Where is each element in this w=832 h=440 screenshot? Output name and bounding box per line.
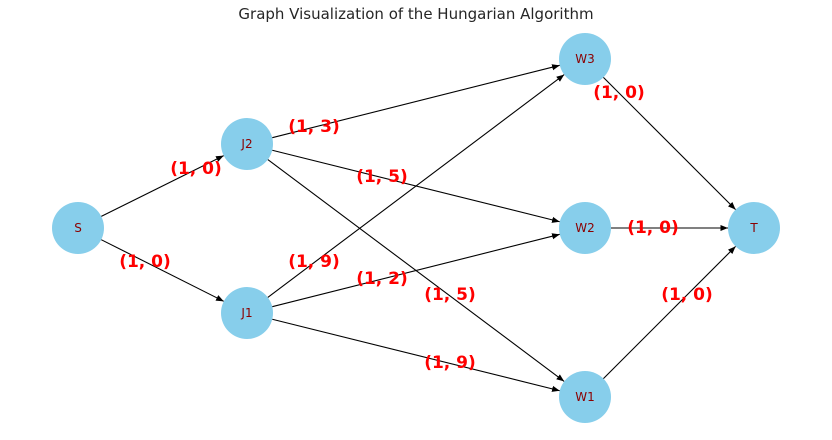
node-circle — [221, 287, 273, 339]
node-w1: W1 — [559, 371, 611, 423]
edge-label-w2-t: (1, 0) — [627, 218, 679, 238]
edge-label-s-j1: (1, 0) — [119, 252, 171, 272]
edge-w3-t — [602, 76, 737, 211]
node-circle — [52, 202, 104, 254]
node-label: J2 — [240, 137, 252, 151]
edge-w1-t — [602, 245, 737, 380]
node-circle — [221, 118, 273, 170]
edge-label-j1-w1: (1, 9) — [424, 353, 476, 373]
edge-s-j1 — [100, 239, 225, 302]
edge-j1-w1 — [272, 318, 560, 392]
diagram-title: Graph Visualization of the Hungarian Alg… — [238, 5, 594, 23]
node-j2: J2 — [221, 118, 273, 170]
node-t: T — [728, 202, 780, 254]
edge-j1-w3 — [267, 74, 565, 298]
node-j1: J1 — [221, 287, 273, 339]
edge-label-j1-w2: (1, 2) — [356, 269, 408, 289]
edge-j2-w3 — [272, 64, 560, 139]
node-w2: W2 — [559, 202, 611, 254]
node-label: J1 — [240, 306, 252, 320]
node-label: W3 — [575, 52, 595, 66]
edge-label-j2-w2: (1, 5) — [356, 167, 408, 187]
edge-label-j2-w3: (1, 3) — [288, 117, 340, 137]
node-label: S — [74, 221, 82, 235]
edge-label-w1-t: (1, 0) — [661, 285, 713, 305]
node-w3: W3 — [559, 33, 611, 85]
node-s: S — [52, 202, 104, 254]
node-circle — [559, 202, 611, 254]
node-circle — [728, 202, 780, 254]
edge-label-j1-w3: (1, 9) — [288, 252, 340, 272]
edge-label-s-j2: (1, 0) — [170, 159, 222, 179]
edge-label-j2-w1: (1, 5) — [424, 285, 476, 305]
edge-label-w3-t: (1, 0) — [593, 83, 645, 103]
node-label: W1 — [575, 390, 595, 404]
node-label: W2 — [575, 221, 595, 235]
edge-j1-w2 — [272, 233, 560, 308]
node-circle — [559, 371, 611, 423]
edge-s-j2 — [101, 155, 224, 217]
node-label: T — [749, 221, 758, 235]
node-circle — [559, 33, 611, 85]
